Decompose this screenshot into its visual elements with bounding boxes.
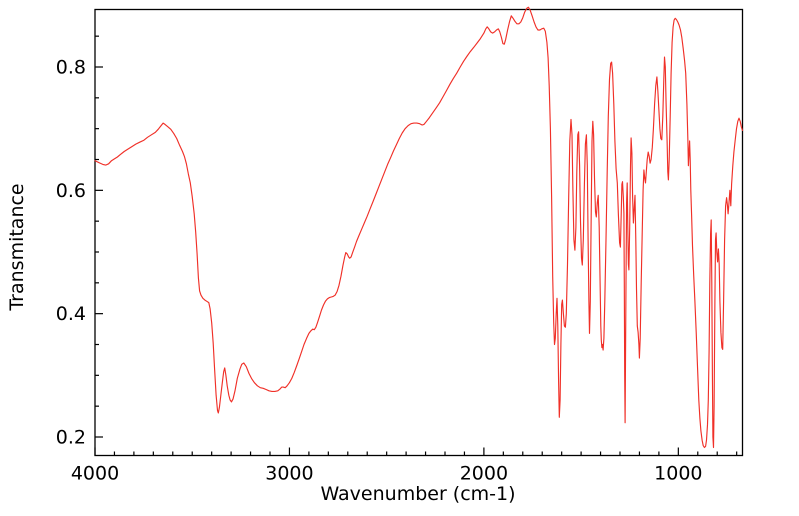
y-tick-label: 0.6 <box>56 180 86 202</box>
y-tick-label: 0.8 <box>56 57 86 79</box>
plot-border <box>94 8 744 457</box>
y-tick-label: 0.4 <box>56 303 86 325</box>
spectrum-line <box>94 6 744 449</box>
x-tick-label: 3000 <box>265 463 313 485</box>
x-tick-label: 2000 <box>460 463 508 485</box>
x-tick-label: 1000 <box>654 463 702 485</box>
x-axis-label: Wavenumber (cm-1) <box>320 483 516 505</box>
x-tick-label: 4000 <box>71 463 119 485</box>
y-tick-label: 0.2 <box>56 427 86 449</box>
y-axis-label: Transmitance <box>6 183 28 311</box>
